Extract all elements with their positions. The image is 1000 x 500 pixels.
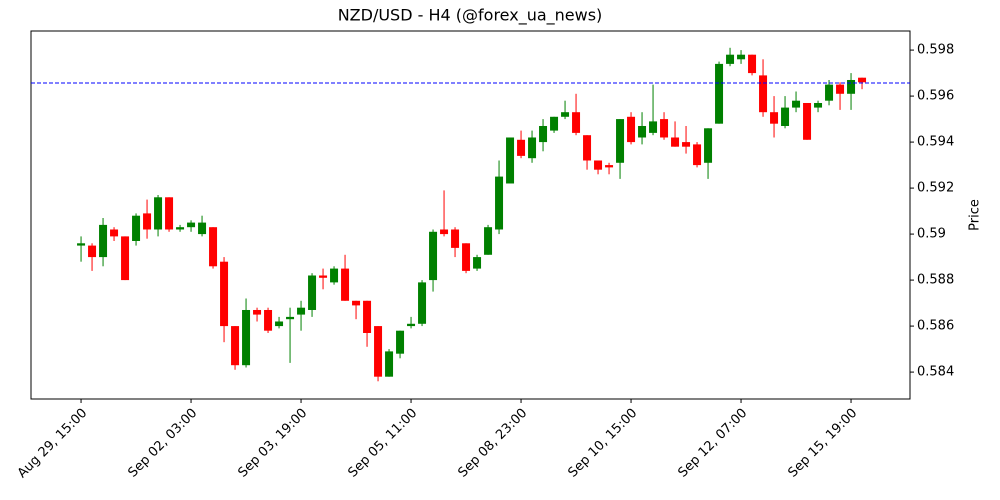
x-tick-label: Aug 29, 15:00	[15, 406, 91, 482]
y-tick-label: 0.59	[917, 227, 946, 242]
candle-body	[748, 54, 757, 74]
candle-body	[847, 79, 856, 94]
candle-body	[803, 102, 812, 140]
candle-body	[308, 275, 317, 310]
candle-body	[616, 119, 625, 163]
candle-body	[132, 215, 141, 241]
x-tick-label: Sep 03, 19:00	[235, 406, 310, 481]
candle-body	[99, 224, 108, 258]
candle-body	[429, 231, 438, 281]
candle-body	[781, 107, 790, 126]
candle-body	[726, 54, 735, 64]
candle-body	[275, 321, 284, 327]
candle-body	[407, 323, 416, 327]
candle-body	[286, 316, 295, 320]
candle-body	[220, 261, 229, 327]
candle-body	[473, 257, 482, 269]
candle-body	[660, 119, 669, 138]
plot-frame	[30, 30, 911, 400]
candle-body	[352, 300, 361, 306]
candle-body	[539, 125, 548, 143]
candle-body	[737, 54, 746, 60]
candle-body	[88, 245, 97, 258]
candle-body	[693, 144, 702, 166]
candle-body	[825, 84, 834, 101]
candle-body	[682, 142, 691, 147]
candle-body	[231, 326, 240, 366]
candle-body	[561, 112, 570, 117]
y-tick-label: 0.588	[917, 273, 954, 288]
x-tick-label: Sep 10, 15:00	[565, 406, 640, 481]
candle-body	[583, 135, 592, 161]
candle-body	[627, 116, 636, 143]
candle-body	[154, 197, 163, 230]
candle-body	[385, 351, 394, 377]
candle-body	[792, 100, 801, 108]
candle-body	[572, 112, 581, 133]
chart-title: NZD/USD - H4 (@forex_ua_news)	[338, 6, 603, 26]
candle-body	[484, 227, 493, 255]
candle-body	[440, 229, 449, 235]
candle-body	[242, 309, 251, 366]
candle-body	[396, 330, 405, 354]
candle-body	[341, 268, 350, 301]
y-tick-label: 0.584	[917, 365, 954, 380]
candle-body	[374, 326, 383, 377]
candle-body	[165, 197, 174, 230]
candle-body	[671, 137, 680, 147]
candle-body	[418, 282, 427, 324]
x-tick-label: Sep 15, 19:00	[785, 406, 860, 481]
candle-body	[649, 121, 658, 133]
y-tick-label: 0.586	[917, 319, 954, 334]
x-tick-label: Sep 12, 07:00	[675, 406, 750, 481]
candle-body	[814, 102, 823, 108]
candle-body	[770, 112, 779, 124]
candle-body	[550, 116, 559, 131]
candle-body	[704, 128, 713, 163]
y-tick-label: 0.592	[917, 181, 954, 196]
candle-body	[209, 227, 218, 267]
candle-body	[121, 236, 130, 281]
candle-body	[858, 77, 867, 83]
candle-body	[187, 222, 196, 228]
candle-body	[715, 63, 724, 124]
candle-body	[836, 84, 845, 94]
x-tick-label: Sep 05, 11:00	[345, 406, 420, 481]
candle-body	[462, 243, 471, 271]
candle-body	[451, 229, 460, 248]
y-tick-label: 0.594	[917, 135, 954, 150]
candle-body	[495, 176, 504, 230]
candle-body	[506, 137, 515, 184]
candle-body	[319, 275, 328, 278]
y-axis-label: Price	[968, 199, 983, 231]
candle-body	[330, 268, 339, 283]
candle-body	[605, 165, 614, 168]
y-tick-label: 0.596	[917, 89, 954, 104]
candle-body	[77, 243, 86, 246]
y-tick-label: 0.598	[917, 43, 954, 58]
candle-body	[517, 139, 526, 156]
candle-body	[264, 309, 273, 331]
candle-body	[253, 309, 262, 315]
candle-body	[363, 300, 372, 333]
candle-body	[176, 227, 185, 230]
candle-body	[759, 75, 768, 113]
candle-body	[198, 222, 207, 235]
candle-body	[638, 125, 647, 138]
candle-body	[594, 160, 603, 170]
candle-body	[110, 229, 119, 237]
candle-body	[528, 137, 537, 159]
x-tick-label: Sep 02, 03:00	[125, 406, 200, 481]
candle-body	[143, 213, 152, 230]
candle-body	[297, 307, 306, 315]
x-tick-label: Sep 08, 23:00	[455, 406, 530, 481]
